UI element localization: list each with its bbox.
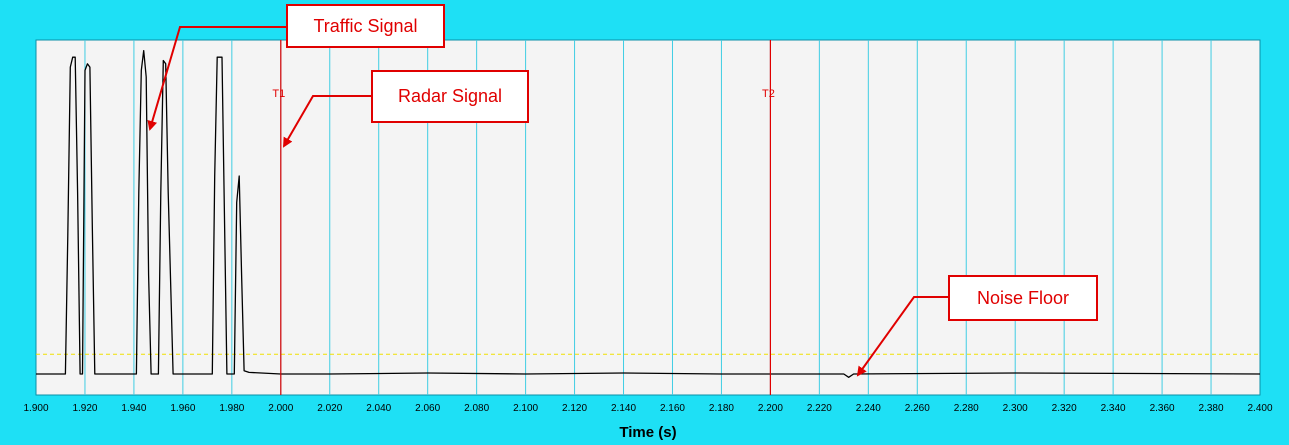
x-tick-label: 2.320 [1052, 403, 1077, 414]
plot-area [36, 40, 1260, 395]
x-tick-label: 1.980 [219, 403, 244, 414]
traffic-signal-callout: Traffic Signal [286, 4, 445, 48]
x-tick-label: 2.240 [856, 403, 881, 414]
x-tick-label: 2.080 [464, 403, 489, 414]
x-tick-label: 2.060 [415, 403, 440, 414]
x-tick-label: 2.040 [366, 403, 391, 414]
radar-signal-callout: Radar Signal [371, 70, 529, 123]
x-tick-label: 2.100 [513, 403, 538, 414]
x-tick-label: 2.220 [807, 403, 832, 414]
cursor-label: T2 [762, 88, 775, 100]
x-tick-label: 2.300 [1003, 403, 1028, 414]
x-tick-label: 1.920 [72, 403, 97, 414]
x-tick-label: 2.140 [611, 403, 636, 414]
noise-floor-callout: Noise Floor [948, 275, 1098, 321]
x-tick-label: 2.380 [1199, 403, 1224, 414]
x-tick-label: 2.160 [660, 403, 685, 414]
x-tick-label: 2.360 [1150, 403, 1175, 414]
x-tick-label: 2.120 [562, 403, 587, 414]
x-tick-label: 2.000 [268, 403, 293, 414]
x-tick-label: 2.260 [905, 403, 930, 414]
x-tick-label: 1.900 [23, 403, 48, 414]
x-tick-label: 2.020 [317, 403, 342, 414]
x-tick-label: 2.400 [1247, 403, 1272, 414]
x-tick-label: 1.940 [121, 403, 146, 414]
x-tick-label: 2.180 [709, 403, 734, 414]
cursor-label: T1 [272, 88, 285, 100]
x-axis-label: Time (s) [619, 424, 676, 441]
x-tick-label: 2.200 [758, 403, 783, 414]
x-tick-label: 2.340 [1101, 403, 1126, 414]
x-tick-label: 2.280 [954, 403, 979, 414]
x-tick-label: 1.960 [170, 403, 195, 414]
